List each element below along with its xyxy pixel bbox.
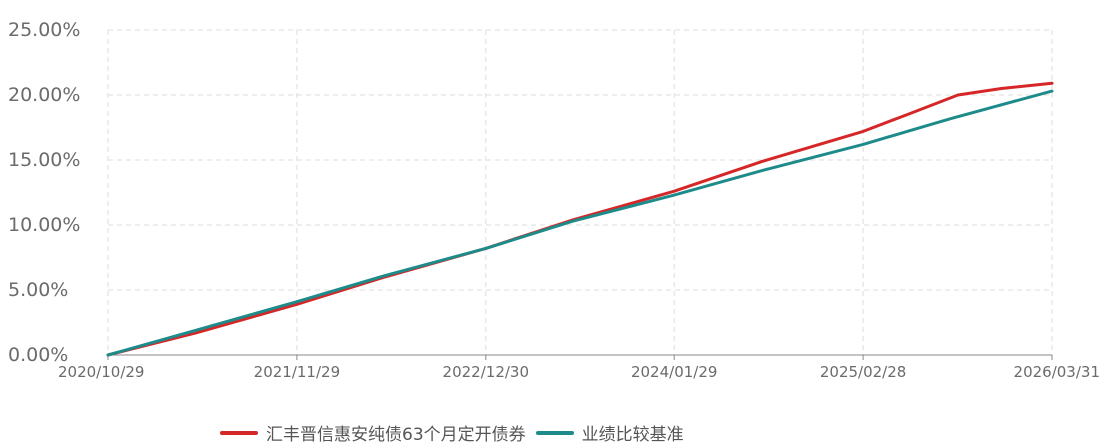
axis-layer: 0.00% 5.00% 10.00% 15.00% 20.00% 25.00% 2020/1… (8, 19, 1100, 381)
x-tick-label: 2026/03/31 (1014, 363, 1100, 381)
legend-item-fund[interactable]: 汇丰晋信惠安纯债63个月定开债券 (220, 420, 526, 445)
legend-swatch-benchmark (535, 430, 574, 435)
y-tick-label: 25.00% (8, 19, 80, 41)
legend-item-benchmark[interactable]: 业绩比较基准 (535, 420, 684, 445)
legend-swatch-fund (220, 430, 258, 435)
y-tick-label: 5.00% (8, 279, 68, 301)
x-tick-label: 2025/02/28 (820, 363, 906, 381)
x-tick-label: 2024/01/29 (631, 363, 717, 381)
line-chart: 0.00% 5.00% 10.00% 15.00% 20.00% 25.00% 2020/1… (8, 19, 1100, 381)
legend-label-fund: 汇丰晋信惠安纯债63个月定开债券 (266, 425, 526, 445)
y-tick-label: 0.00% (8, 344, 68, 366)
x-tick-label: 2022/12/30 (443, 363, 529, 381)
y-tick-label: 10.00% (8, 214, 80, 236)
x-tick-label: 2021/11/29 (254, 363, 340, 381)
y-tick-label: 15.00% (8, 149, 80, 171)
legend-label-benchmark: 业绩比较基准 (581, 425, 684, 445)
x-tick-label: 2020/10/29 (58, 363, 144, 381)
grid-layer (107, 29, 1053, 355)
series-line-fund (106, 81, 1054, 357)
y-tick-label: 20.00% (8, 84, 80, 106)
legend: 汇丰晋信惠安纯债63个月定开债券 业绩比较基准 (220, 420, 694, 445)
series-line-benchmark (106, 89, 1054, 357)
series-layer (106, 81, 1054, 357)
